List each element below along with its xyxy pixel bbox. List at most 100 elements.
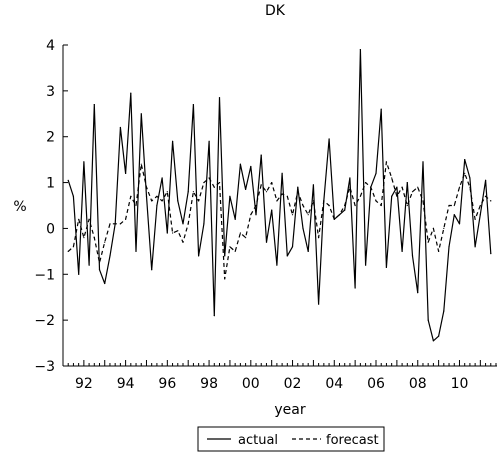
data-point-actual	[485, 179, 487, 181]
data-point-actual	[344, 209, 346, 211]
data-point-forecast	[297, 191, 299, 193]
data-point-actual	[239, 163, 241, 165]
data-point-actual	[453, 214, 455, 216]
data-point-forecast	[98, 262, 101, 264]
data-point-actual	[427, 319, 429, 321]
data-point-forecast	[385, 161, 387, 163]
data-point-actual	[365, 264, 367, 266]
data-point-forecast	[286, 195, 288, 197]
chart-title: DK	[265, 3, 286, 19]
data-point-forecast	[203, 182, 205, 184]
data-point-forecast	[250, 214, 252, 216]
data-point-forecast	[135, 204, 137, 207]
legend-label-forecast: forecast	[326, 433, 379, 448]
data-point-forecast	[83, 237, 85, 239]
data-point-forecast	[479, 204, 481, 207]
data-point-actual	[198, 255, 200, 257]
data-point-forecast	[78, 218, 80, 220]
x-tick-label: 06	[367, 376, 385, 392]
data-point-actual	[245, 188, 247, 190]
data-point-forecast	[276, 200, 278, 202]
x-tick-label: 96	[158, 376, 176, 392]
data-point-actual	[151, 269, 153, 271]
data-point-forecast	[354, 204, 356, 207]
y-axis-label: %	[13, 199, 26, 215]
data-point-actual	[98, 269, 101, 271]
data-point-actual	[375, 172, 377, 174]
data-point-actual	[286, 255, 288, 257]
data-point-forecast	[411, 191, 414, 193]
data-point-forecast	[234, 250, 236, 252]
data-point-actual	[161, 177, 163, 179]
data-point-actual	[203, 223, 205, 225]
data-point-forecast	[119, 223, 121, 225]
data-point-forecast	[396, 195, 398, 197]
data-point-forecast	[333, 218, 335, 220]
data-point-actual	[83, 161, 85, 163]
data-point-actual	[250, 165, 252, 168]
data-point-actual	[411, 255, 414, 257]
data-point-forecast	[172, 232, 174, 234]
data-point-forecast	[208, 177, 210, 179]
data-point-forecast	[458, 186, 461, 188]
data-point-forecast	[140, 163, 142, 165]
data-point-actual	[265, 241, 268, 243]
y-tick-label: −2	[34, 313, 55, 329]
x-tick-label: 94	[117, 376, 135, 392]
data-point-actual	[229, 195, 231, 197]
data-point-actual	[307, 250, 309, 252]
data-point-forecast	[187, 223, 189, 225]
data-point-actual	[490, 253, 492, 255]
y-tick-label: −3	[34, 359, 55, 375]
data-point-forecast	[464, 172, 466, 174]
data-point-actual	[260, 154, 262, 156]
data-point-actual	[125, 172, 127, 174]
data-point-forecast	[375, 200, 377, 202]
data-point-forecast	[291, 214, 294, 216]
data-point-actual	[119, 126, 121, 129]
data-point-forecast	[104, 241, 106, 243]
x-tick-label: 02	[284, 376, 302, 392]
x-ticks: 92 94 96 98 00 02 04 06 08 10	[62, 360, 497, 392]
data-point-forecast	[453, 204, 455, 207]
legend: actual forecast	[197, 426, 385, 452]
data-point-actual	[417, 292, 419, 294]
data-point-actual	[234, 218, 236, 220]
data-point-forecast	[265, 191, 268, 193]
data-point-actual	[156, 204, 158, 207]
y-tick-label: −1	[34, 267, 55, 283]
data-point-actual	[458, 223, 461, 225]
data-point-actual	[104, 282, 106, 285]
data-point-actual	[422, 161, 424, 163]
plot-area: −3 −2 −1 0 1 2 3 4 92 94 96 98 00 02 04 06 08 10	[34, 38, 497, 392]
data-point-forecast	[359, 195, 361, 197]
data-point-forecast	[365, 182, 367, 184]
y-tick-label: 2	[46, 130, 55, 146]
data-point-forecast	[229, 246, 231, 248]
data-point-actual	[349, 177, 351, 179]
x-tick-label: 08	[409, 376, 427, 392]
data-point-actual	[109, 255, 111, 257]
data-point-actual	[474, 246, 476, 248]
data-point-forecast	[338, 214, 341, 216]
data-point-actual	[354, 287, 356, 289]
data-point-actual	[224, 255, 226, 257]
data-point-forecast	[177, 230, 179, 232]
data-point-forecast	[166, 191, 168, 193]
data-point-actual	[479, 214, 481, 216]
data-point-forecast	[93, 237, 95, 239]
data-point-forecast	[88, 218, 90, 220]
data-point-forecast	[380, 204, 382, 207]
data-point-forecast	[312, 200, 314, 202]
data-point-actual	[145, 195, 148, 197]
data-point-actual	[172, 140, 174, 142]
data-point-actual	[182, 223, 184, 225]
data-point-forecast	[198, 200, 200, 202]
data-point-forecast	[422, 200, 424, 202]
data-point-forecast	[318, 237, 320, 239]
data-point-forecast	[328, 204, 330, 207]
legend-label-actual: actual	[238, 433, 278, 448]
data-point-actual	[271, 209, 273, 211]
data-point-forecast	[349, 186, 351, 188]
data-point-actual	[88, 264, 90, 266]
